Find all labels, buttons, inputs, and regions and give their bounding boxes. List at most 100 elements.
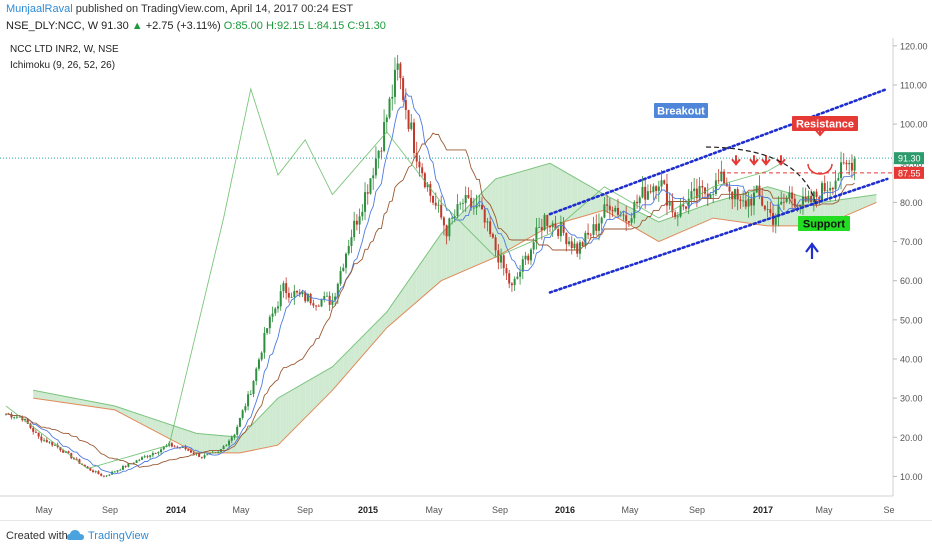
candle-body	[826, 190, 829, 192]
candle-body	[453, 216, 456, 218]
cloud-segment	[862, 196, 866, 209]
cloud-segment	[433, 241, 436, 288]
candle	[306, 292, 309, 303]
candle-body	[701, 185, 704, 188]
candle-body	[364, 192, 367, 212]
cloud-segment	[694, 208, 697, 227]
chart-area[interactable]: 120.00110.00100.0090.0080.0070.0060.0050…	[0, 38, 932, 520]
cloud-segment	[326, 368, 330, 396]
candle-body	[486, 221, 489, 223]
candle	[421, 163, 424, 177]
cloud-segment	[351, 344, 355, 369]
candle	[429, 181, 432, 203]
cloud-segment	[106, 404, 110, 410]
cloud-segment	[87, 400, 91, 407]
up-arrow-icon: ▲	[131, 20, 143, 32]
candle	[206, 454, 209, 456]
candle-body	[508, 273, 511, 284]
y-tick-label: 10.00	[900, 472, 923, 482]
candle-body	[413, 122, 415, 153]
cloud-segment	[378, 317, 382, 338]
candle	[595, 214, 598, 236]
candle	[799, 204, 802, 214]
tradingview-link[interactable]: TradingView	[88, 530, 149, 542]
username-link[interactable]: MunjaalRaval	[6, 3, 73, 15]
candle-body	[230, 437, 233, 441]
candle-body	[309, 294, 312, 304]
cloud-segment	[98, 402, 102, 408]
cloud-segment	[835, 200, 839, 221]
candle	[45, 437, 48, 443]
candle-body	[296, 290, 299, 293]
candle	[282, 280, 285, 298]
cloud-segment	[699, 206, 703, 224]
cloud-segment	[269, 403, 273, 447]
candle	[350, 229, 353, 253]
candle-body	[761, 196, 764, 206]
cloud-segment	[579, 180, 583, 218]
cloud-segment	[74, 398, 77, 405]
candle-body	[282, 283, 285, 292]
candle	[141, 456, 143, 460]
candle-body	[399, 63, 402, 79]
cloud-segment	[101, 403, 104, 409]
candle-body	[257, 359, 260, 369]
candle-body	[461, 203, 464, 204]
candle	[236, 424, 239, 437]
candle	[671, 193, 674, 218]
cloud-segment	[397, 292, 401, 319]
cloud-segment	[152, 418, 156, 432]
cloud-segment	[666, 218, 670, 239]
candle-body	[350, 237, 353, 246]
cloud-segment	[142, 415, 145, 426]
candle-body	[829, 187, 832, 191]
candle-body	[810, 195, 813, 203]
candle	[230, 435, 233, 444]
candle	[791, 186, 794, 209]
candle-body	[320, 299, 323, 307]
candle	[769, 201, 772, 217]
candle-body	[840, 162, 843, 179]
candle-body	[339, 271, 342, 284]
candle	[573, 238, 576, 251]
candle-body	[121, 466, 124, 470]
candle	[315, 304, 318, 311]
candle	[53, 443, 56, 447]
chart-title: NCC LTD INR2, W, NSE	[10, 44, 119, 55]
candle	[244, 403, 247, 413]
candle	[274, 306, 277, 317]
candle	[372, 167, 375, 190]
candle	[837, 172, 840, 181]
candle	[698, 177, 701, 201]
candle-body	[595, 224, 598, 231]
candle-body	[287, 293, 290, 298]
price-label-text: 87.55	[898, 168, 921, 178]
cloud-segment	[394, 296, 398, 321]
candle	[323, 291, 326, 303]
cloud-segment	[294, 387, 298, 429]
candle-body	[589, 234, 592, 236]
candle-body	[627, 221, 630, 223]
candle	[228, 439, 231, 448]
candle	[342, 263, 345, 272]
candle	[391, 84, 394, 111]
candle	[617, 198, 619, 218]
candle	[576, 241, 579, 258]
candle-body	[184, 447, 187, 450]
cloud-segment	[454, 217, 458, 275]
candle	[100, 472, 103, 477]
price-chart-svg[interactable]: 120.00110.00100.0090.0080.0070.0060.0050…	[0, 38, 932, 520]
candle	[94, 470, 97, 474]
candle	[127, 463, 130, 468]
candle-body	[135, 460, 138, 463]
x-tick-label: May	[621, 505, 639, 515]
cloud-segment	[93, 401, 96, 408]
cloud-segment	[112, 405, 115, 410]
candle	[40, 433, 43, 443]
candle-body	[451, 217, 454, 219]
candle-body	[62, 450, 65, 453]
candle	[519, 265, 522, 285]
candle-body	[652, 186, 655, 193]
candle	[320, 298, 323, 308]
cloud-segment	[261, 412, 265, 449]
